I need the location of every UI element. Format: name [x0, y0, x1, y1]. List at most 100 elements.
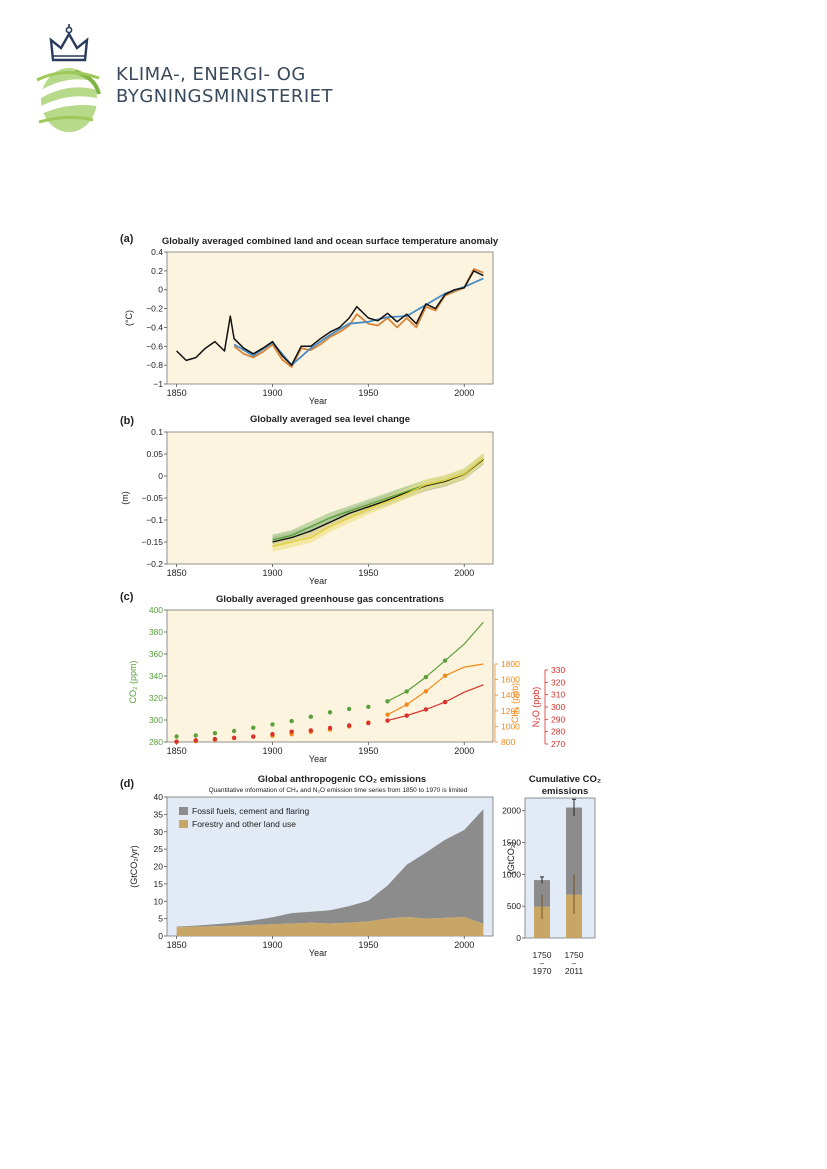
panel-d-label: (d): [120, 778, 134, 790]
co2-data-point: [346, 706, 352, 712]
n2o-data-point: [327, 725, 333, 731]
y-tick-label: 10: [154, 896, 164, 906]
panel-b-label: (b): [120, 415, 134, 427]
ch4-tick-label: 1400: [501, 690, 520, 700]
co2-data-point: [212, 731, 218, 736]
ministry-logo: [36, 24, 101, 132]
x-tick-label: 1850: [167, 568, 187, 578]
panel-b-series-2-line: [272, 457, 484, 548]
n2o-tick-label: 290: [551, 714, 565, 724]
co2-data-point: [231, 728, 237, 734]
x-axis-label: Year: [309, 754, 327, 764]
cumulative-title-line1: Cumulative CO₂: [529, 774, 601, 785]
n2o-data-point: [308, 728, 314, 733]
legend-swatch-fossil: [179, 807, 188, 815]
n2o-data-point: [346, 723, 352, 728]
co2-data-point: [193, 733, 198, 738]
ministry-name-line2: BYGNINGSMINISTERIET: [116, 86, 334, 107]
y-tick-label: 280: [149, 737, 163, 747]
panel-b-series-1-band: [272, 453, 484, 546]
co2-data-point: [270, 722, 275, 727]
panel-a-series-1-line: [176, 270, 484, 366]
n2o-data-point: [423, 707, 429, 712]
cumulative-category-dash: –: [540, 959, 545, 968]
co2-data-point: [289, 718, 294, 724]
cumulative-y-tick-label: 0: [516, 933, 521, 943]
co2-trend-line: [387, 621, 484, 702]
co2-data-point: [442, 658, 448, 663]
n2o-tick-label: 300: [551, 702, 565, 712]
co2-data-point: [174, 734, 179, 739]
n2o-tick-label: 280: [551, 727, 565, 737]
y-tick-label: 30: [154, 827, 164, 837]
co2-data-point: [366, 704, 371, 709]
ch4-data-point: [423, 689, 429, 694]
y-tick-label: 0.05: [146, 449, 163, 459]
legend-swatch-forestry: [179, 820, 188, 828]
co2-data-point: [308, 714, 314, 719]
ch4-tick-label: 1600: [501, 675, 520, 685]
cumulative-y-tick-label: 1000: [502, 869, 521, 879]
n2o-tick-label: 270: [551, 739, 565, 749]
y-tick-label: −0.1: [146, 515, 163, 525]
y-tick-label: 380: [149, 627, 163, 637]
x-tick-label: 1900: [262, 388, 282, 398]
cumulative-category-label: 2011: [565, 966, 584, 976]
n2o-data-point: [385, 718, 390, 723]
forestry-area: [176, 916, 484, 936]
legend-label-forestry: Forestry and other land use: [192, 819, 296, 829]
cumulative-y-axis-label: (GtCO₂): [506, 842, 516, 875]
n2o-data-point: [270, 731, 275, 737]
ministry-name-line1: KLIMA-, ENERGI- OG: [116, 64, 306, 85]
co2-data-point: [423, 674, 429, 680]
ch4-trend-line: [387, 663, 484, 716]
cumulative-category-label: 1750: [565, 950, 584, 960]
cumulative-bar-fossil: [534, 880, 550, 907]
y-tick-label: 0.4: [151, 247, 163, 257]
y-tick-label: −1: [153, 379, 163, 389]
y-tick-label: −0.05: [141, 493, 163, 503]
panel-c-plot-area: [166, 609, 494, 743]
cumulative-category-dash: –: [572, 959, 577, 968]
y-tick-label: 340: [149, 671, 163, 681]
co2-data-point: [404, 689, 409, 694]
panel-a-title: Globally averaged combined land and ocea…: [162, 236, 499, 247]
x-tick-label: 1950: [358, 940, 378, 950]
x-axis-label: Year: [309, 948, 327, 958]
cumulative-bar-forestry: [566, 894, 582, 938]
n2o-tick-label: 310: [551, 690, 565, 700]
co2-axis-label: CO₂ (ppm): [128, 661, 138, 704]
ch4-data-point: [404, 702, 409, 707]
co2-data-point: [327, 710, 333, 715]
x-tick-label: 1850: [167, 388, 187, 398]
panel-b-series-2-band: [272, 453, 484, 552]
cumulative-y-tick-label: 2000: [502, 806, 521, 816]
ch4-tick-label: 1200: [501, 706, 520, 716]
y-tick-label: −0.2: [146, 304, 163, 314]
cumulative-bar-fossil: [566, 807, 582, 895]
n2o-axis-label: N₂O (ppb): [531, 687, 541, 728]
panel-d-title: Global anthropogenic CO₂ emissions: [258, 774, 426, 785]
y-tick-label: −0.2: [146, 559, 163, 569]
panel-b-plot-area: [166, 431, 494, 565]
ch4-tick-label: 800: [501, 737, 515, 747]
x-tick-label: 1900: [262, 568, 282, 578]
n2o-data-point: [289, 729, 294, 734]
y-tick-label: 300: [149, 715, 163, 725]
y-tick-label: 0: [158, 285, 163, 295]
x-tick-label: 1900: [262, 746, 282, 756]
x-tick-label: 2000: [454, 388, 474, 398]
y-tick-label: −0.8: [146, 360, 163, 370]
y-tick-label: 5: [158, 914, 163, 924]
cumulative-category-label: 1750: [533, 950, 552, 960]
ch4-tick-label: 1800: [501, 659, 520, 669]
ch4-axis-label: CH₄ (ppb): [510, 683, 520, 723]
x-tick-label: 1950: [358, 568, 378, 578]
y-tick-label: 40: [154, 792, 164, 802]
y-tick-label: 0.1: [151, 427, 163, 437]
cumulative-bar-forestry: [534, 906, 550, 938]
n2o-data-point: [366, 720, 371, 726]
n2o-data-point: [193, 738, 198, 743]
cumulative-category-label: 1970: [533, 966, 552, 976]
panel-a-label: (a): [120, 233, 134, 245]
